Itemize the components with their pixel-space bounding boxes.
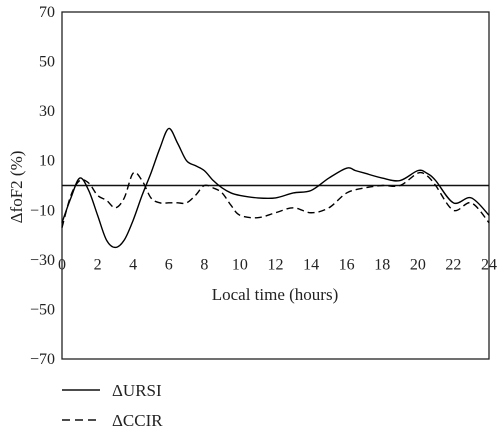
y-tick-label: 50: [39, 54, 55, 71]
series-line-ursi: [61, 127, 490, 249]
legend-label-ccir: ΔCCIR: [112, 411, 163, 430]
x-tick-label: 18: [374, 257, 390, 274]
series-line-ccir: [61, 171, 490, 228]
legend-label-ursi: ΔURSI: [112, 381, 162, 400]
y-tick-labels: 70 50 30 10 −10 −30 −50 −70: [30, 4, 55, 368]
series-group: [61, 127, 490, 249]
x-tick-label: 20: [410, 257, 426, 274]
x-tick-label: 2: [94, 257, 102, 274]
legend: ΔURSI ΔCCIR: [62, 381, 163, 430]
y-tick-label: 30: [39, 103, 55, 120]
x-tick-label: 16: [339, 257, 355, 274]
x-tick-label: 10: [232, 257, 248, 274]
x-tick-label: 12: [268, 257, 284, 274]
x-tick-label: 24: [481, 257, 497, 274]
x-tick-label: 4: [129, 257, 137, 274]
x-tick-label: 14: [303, 257, 319, 274]
y-tick-label: −10: [30, 202, 55, 219]
x-axis-label: Local time (hours): [212, 285, 339, 304]
x-tick-labels: 0 2 4 6 8 10 12 14 16 18 20 22 24: [58, 257, 497, 274]
y-tick-label: −70: [30, 351, 55, 368]
y-tick-label: −50: [30, 301, 55, 318]
x-tick-label: 0: [58, 257, 66, 274]
y-tick-label: −30: [30, 252, 55, 269]
y-axis-label: ΔfoF2 (%): [7, 151, 26, 224]
y-tick-label: 70: [39, 4, 55, 21]
x-tick-label: 6: [165, 257, 173, 274]
x-tick-label: 22: [445, 257, 461, 274]
y-tick-label: 10: [39, 153, 55, 170]
x-tick-label: 8: [200, 257, 208, 274]
